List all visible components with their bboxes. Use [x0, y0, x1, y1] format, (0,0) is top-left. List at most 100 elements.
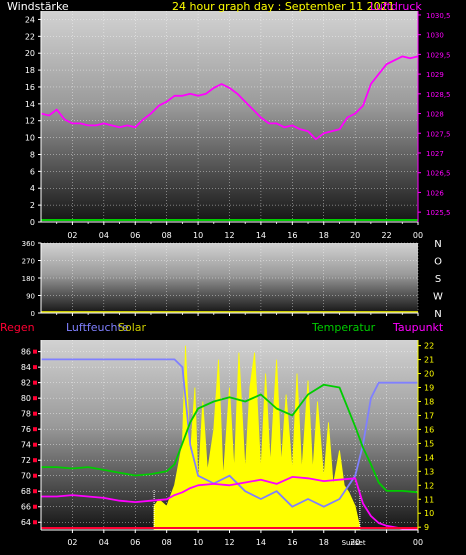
left-tick-label: 22	[25, 32, 35, 41]
x-tick-label: 20	[350, 231, 360, 240]
right-tick-label: 1027,5	[426, 130, 451, 138]
left-tick-label: 20	[25, 49, 35, 58]
left-tick-label: 18	[25, 66, 35, 75]
right-tick-label: 1030	[426, 32, 444, 40]
x-tick-label: 06	[130, 538, 140, 547]
right-tick-label: 21	[424, 356, 434, 365]
right-tick-label: 22	[424, 342, 434, 351]
left-tick-label: 86	[21, 348, 31, 357]
right-tick-label: 1030,5	[426, 12, 451, 20]
x-tick-label: 22	[381, 231, 391, 240]
wind-axis-label: Windstärke	[7, 0, 69, 13]
left-tick-label: 14	[25, 100, 35, 109]
left-tick-label: 12	[25, 117, 35, 126]
x-tick-label: 00	[413, 538, 423, 547]
left-tick-label: 4	[30, 184, 35, 193]
series-temperatur	[41, 383, 419, 494]
right-tick-label: 1028,5	[426, 91, 451, 99]
x-tick-label: 14	[256, 538, 266, 547]
compass-label: O	[434, 257, 442, 268]
x-tick-label: 04	[99, 231, 109, 240]
rain-tick-marker	[33, 411, 37, 416]
rain-tick-marker	[33, 489, 37, 494]
right-tick-label: 20	[424, 370, 434, 379]
right-tick-label: 15	[424, 439, 434, 448]
x-tick-label: 10	[193, 231, 203, 240]
left-tick-label: 2	[30, 201, 35, 210]
compass-label: N	[434, 239, 441, 250]
x-tick-label: 14	[256, 231, 266, 240]
left-tick-label: 360	[22, 240, 35, 248]
right-tick-label: 12	[424, 481, 434, 490]
chart-title: 24 hour graph day : September 11 2021	[172, 0, 395, 13]
rain-tick-marker	[33, 520, 37, 525]
right-tick-label: 1029	[426, 71, 444, 79]
right-tick-label: 13	[424, 467, 434, 476]
series-taupunkt	[41, 475, 418, 530]
x-tick-label: 18	[319, 538, 329, 547]
left-tick-label: 8	[30, 150, 35, 159]
right-tick-label: 17	[424, 411, 434, 420]
x-tick-label: 12	[224, 231, 234, 240]
legend-taupunkt: Taupunkt	[392, 321, 444, 334]
left-tick-label: 0	[30, 218, 35, 227]
x-tick-label: 12	[224, 538, 234, 547]
pressure-axis-label: Luftdruck	[370, 0, 422, 13]
left-tick-label: 0	[31, 310, 35, 318]
left-tick-label: 180	[22, 275, 35, 283]
panel1-series	[40, 55, 419, 221]
right-tick-label: 1027	[426, 150, 444, 158]
right-tick-label: 14	[424, 453, 434, 462]
left-tick-label: 24	[25, 15, 35, 24]
left-tick-label: 64	[21, 518, 31, 527]
x-tick-label: 20	[350, 538, 360, 547]
left-tick-label: 90	[26, 293, 35, 301]
x-tick-label: 18	[319, 231, 329, 240]
series-luftdruck	[40, 55, 419, 141]
left-tick-label: 72	[21, 456, 31, 465]
right-tick-label: 18	[424, 397, 434, 406]
rain-tick-marker	[33, 396, 37, 401]
x-tick-label: 10	[193, 538, 203, 547]
right-tick-label: 16	[424, 425, 434, 434]
x-tick-label: 04	[99, 538, 109, 547]
right-tick-label: 19	[424, 384, 434, 393]
legend-regen: Regen	[0, 321, 35, 334]
wind-pressure-panel: 02 04 06 08 10 12 14 16 18 20 22 000246810121416182…	[7, 0, 451, 240]
panel1-ticks: 02 04 06 08 10 12 14 16 18 20 22 000246810121416182…	[25, 11, 451, 240]
x-tick-label: 00	[413, 231, 423, 240]
left-tick-label: 66	[21, 503, 31, 512]
rain-tick-marker	[33, 349, 37, 354]
left-tick-label: 84	[21, 363, 31, 372]
right-tick-label: 1029,5	[426, 51, 451, 59]
legend-solar: Solar	[118, 321, 147, 334]
panel3-ticks: 02 04 06 08 10 12 14 16 18 20 00 Sunset 64 66 68 70 72 74…	[21, 340, 434, 547]
right-tick-label: 1026,5	[426, 170, 451, 178]
legend-luftfeuchte: Luftfeuchte	[66, 321, 129, 334]
x-tick-label: 16	[287, 538, 297, 547]
left-tick-label: 6	[30, 167, 35, 176]
left-tick-label: 74	[21, 441, 31, 450]
rain-tick-marker	[33, 365, 37, 370]
temp-humidity-panel: 02 04 06 08 10 12 14 16 18 20 00 Sunset 64 66 68 70 72 74…	[0, 321, 444, 547]
sunset-label: Sunset	[342, 539, 366, 547]
left-tick-label: 78	[21, 410, 31, 419]
rain-tick-marker	[33, 504, 37, 509]
left-tick-label: 10	[25, 134, 35, 143]
left-tick-label: 76	[21, 425, 31, 434]
left-tick-label: 68	[21, 487, 31, 496]
x-tick-label: 08	[162, 231, 172, 240]
x-tick-label: 06	[130, 231, 140, 240]
right-tick-label: 1025,5	[426, 209, 451, 217]
right-tick-label: 10	[424, 509, 434, 518]
compass-label: S	[435, 274, 441, 285]
legend-temperatur: Temperatur	[311, 321, 376, 334]
right-tick-label: 11	[424, 495, 434, 504]
rain-tick-marker	[33, 442, 37, 447]
panel2-background	[41, 243, 418, 313]
x-tick-label: 02	[67, 231, 77, 240]
rain-tick-marker	[33, 427, 37, 432]
